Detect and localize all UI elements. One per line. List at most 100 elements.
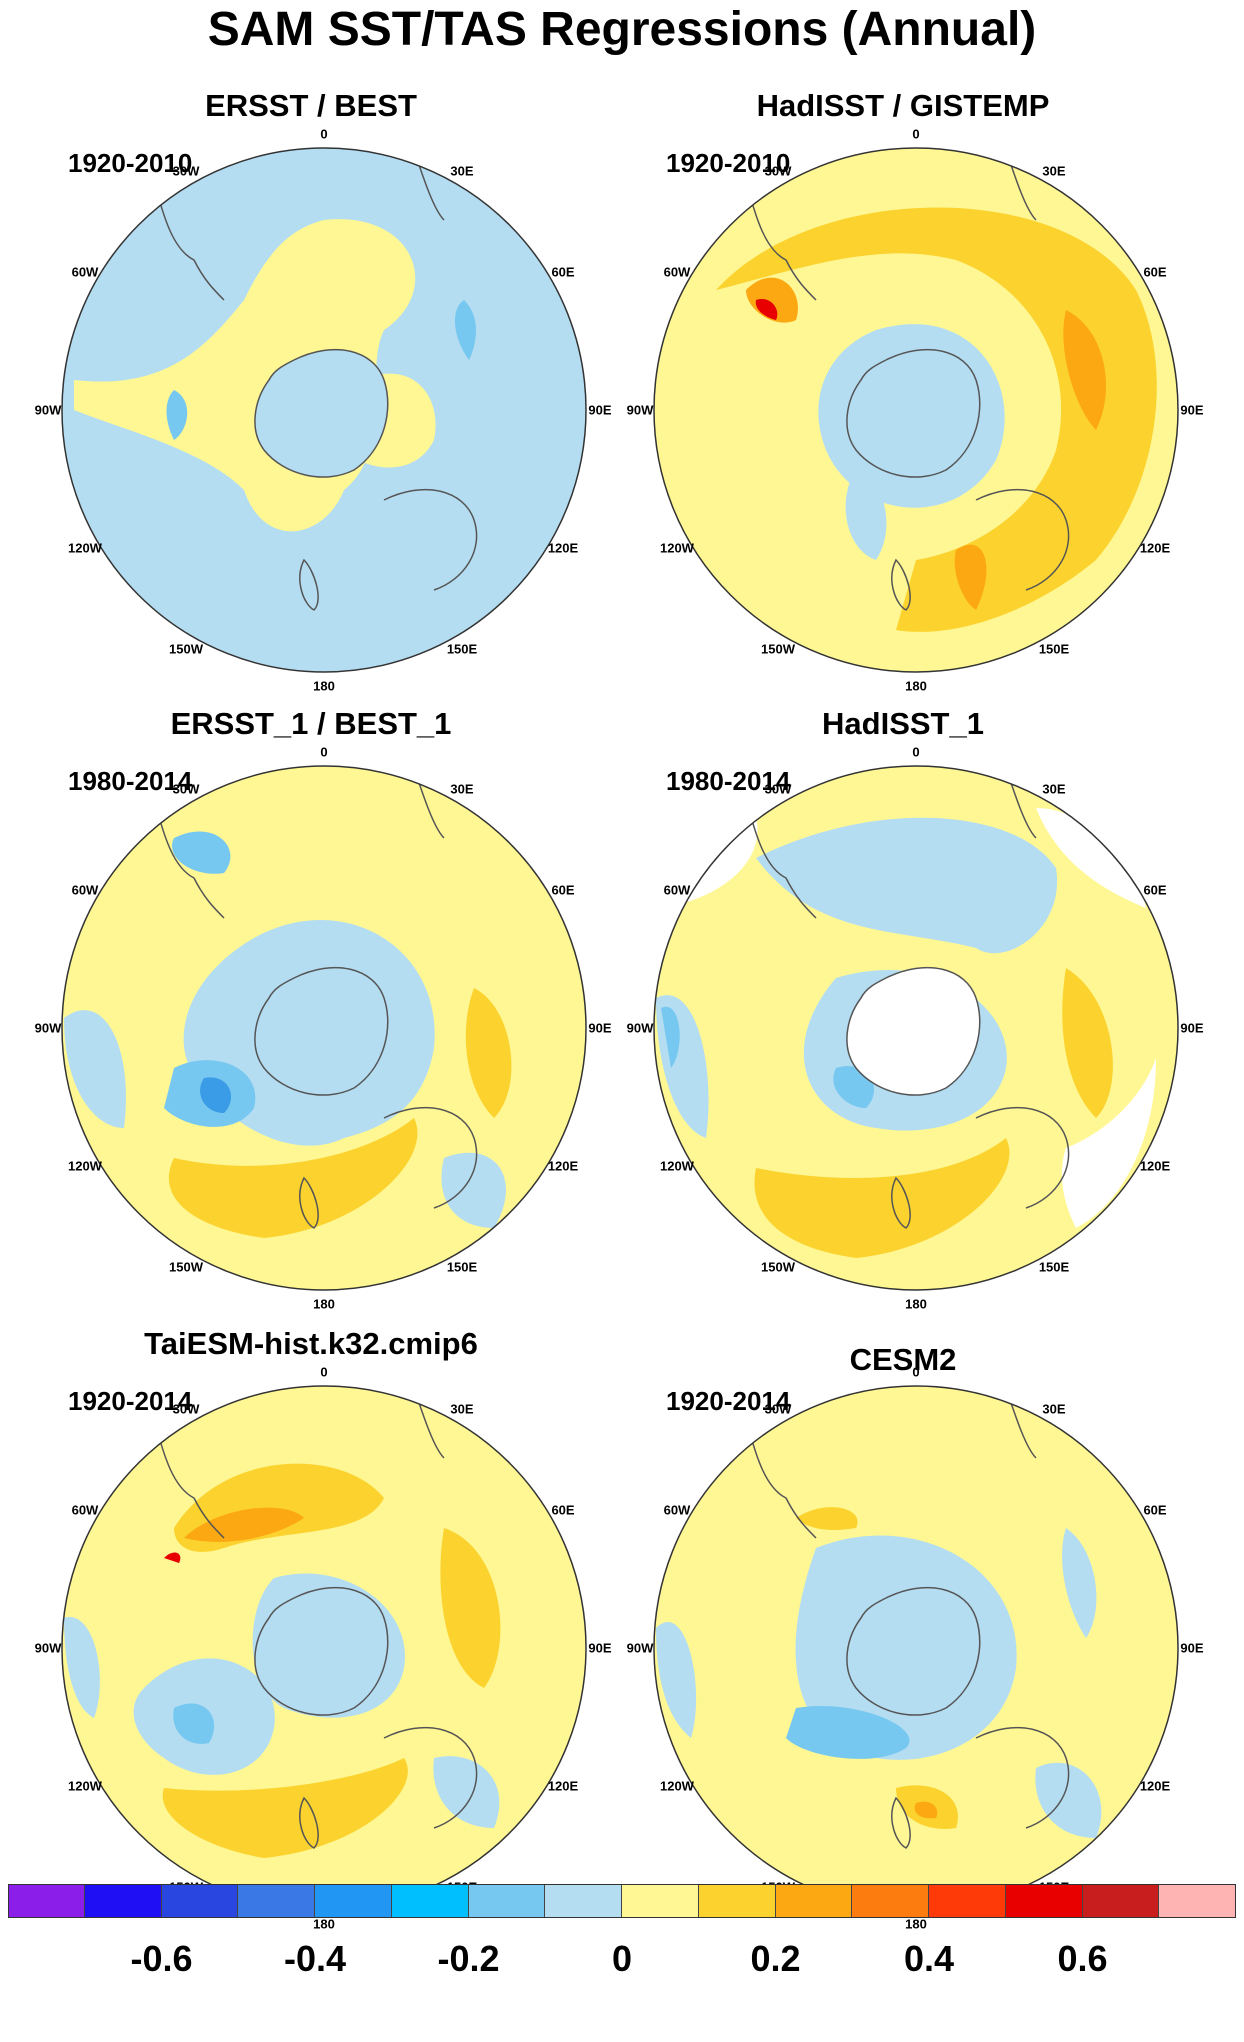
panel-period: 1920-2014 <box>68 1386 193 1416</box>
longitude-label: 90W <box>626 1640 654 1656</box>
longitude-label: 150E <box>446 1259 478 1275</box>
anomaly-region <box>173 1703 215 1744</box>
longitude-label: 120W <box>659 540 694 556</box>
coastline <box>975 1726 1070 1829</box>
anomaly-region <box>796 1507 858 1530</box>
longitude-label: 30W <box>764 163 792 179</box>
anomaly-region <box>162 1758 408 1858</box>
anomaly-region <box>661 1006 680 1068</box>
antarctica-coastline <box>254 966 389 1096</box>
longitude-label: 90W <box>626 402 654 418</box>
colorbar-box <box>852 1884 929 1918</box>
longitude-label: 90W <box>34 402 62 418</box>
longitude-label: 60W <box>71 264 99 280</box>
anomaly-region <box>454 300 476 360</box>
anomaly-region <box>845 470 887 560</box>
longitude-label: 60W <box>663 882 691 898</box>
longitude-label: 180 <box>313 1916 335 1932</box>
longitude-label: 0 <box>320 126 328 142</box>
anomaly-region <box>166 390 188 440</box>
colorbar-box <box>468 1884 546 1918</box>
coastline <box>153 179 225 301</box>
anomaly-region <box>440 1528 501 1688</box>
panel-period: 1920-2010 <box>68 148 193 178</box>
colorbar-tick-label: -0.6 <box>130 1938 193 1979</box>
longitude-label: 120E <box>547 1158 579 1174</box>
polar-map <box>61 1385 587 1911</box>
polar-map <box>653 147 1179 673</box>
colorbar-box <box>698 1884 776 1918</box>
colorbar-tick-label: 0.6 <box>1057 1938 1108 1979</box>
colorbar-tick-label: 0.2 <box>750 1938 801 1979</box>
longitude-label: 60W <box>71 1502 99 1518</box>
longitude-label: 60E <box>1143 882 1167 898</box>
colorbar-box <box>929 1884 1006 1918</box>
longitude-label: 30E <box>450 1401 474 1417</box>
coastline <box>745 1417 817 1539</box>
coastline <box>891 1176 911 1229</box>
anomaly-region <box>64 1010 126 1128</box>
map-panel: ERSST / BEST 1920-2010 0 30E 60E 90E 120E 150E 1… <box>0 88 622 708</box>
longitude-label: 0 <box>320 744 328 760</box>
longitude-label: 180 <box>313 1296 335 1312</box>
panel-title: HadISST_1 <box>822 706 984 741</box>
colorbar-box <box>775 1884 853 1918</box>
longitude-label: 120W <box>659 1158 694 1174</box>
coastline <box>299 1176 319 1229</box>
colorbar-box <box>391 1884 469 1918</box>
anomaly-region <box>1062 1528 1097 1638</box>
map-border <box>61 147 587 673</box>
coastline <box>153 797 225 919</box>
longitude-label: 180 <box>905 1296 927 1312</box>
anomaly-region <box>716 207 1157 632</box>
map-panel: HadISST / GISTEMP 1920-2010 0 30E 60E 90E 120E… <box>622 88 1244 708</box>
longitude-label: 90W <box>34 1640 62 1656</box>
coastline <box>891 1796 911 1849</box>
coastline <box>299 558 319 611</box>
longitude-label: 60W <box>663 264 691 280</box>
colorbar-tick-label: -0.2 <box>437 1938 500 1979</box>
longitude-label: 60E <box>1143 264 1167 280</box>
panel-title: CESM2 <box>849 1342 957 1377</box>
colorbar-box <box>622 1884 699 1918</box>
anomaly-region <box>786 1706 910 1759</box>
coastline <box>383 1106 478 1209</box>
polar-map <box>61 147 587 673</box>
longitude-label: 30E <box>1042 781 1066 797</box>
anomaly-region <box>1036 808 1146 908</box>
colorbar-box <box>1159 1884 1236 1918</box>
longitude-label: 60E <box>1143 1502 1167 1518</box>
longitude-label: 90E <box>588 1020 612 1036</box>
coastline <box>975 1106 1070 1209</box>
longitude-label: 120E <box>1139 1158 1171 1174</box>
longitude-label: 30W <box>764 1401 792 1417</box>
anomaly-region <box>954 544 987 610</box>
longitude-label: 150E <box>1038 1259 1070 1275</box>
longitude-label: 150E <box>1038 641 1070 657</box>
longitude-label: 0 <box>912 126 920 142</box>
longitude-label: 150E <box>446 641 478 657</box>
panel-title: HadISST / GISTEMP <box>756 88 1050 123</box>
panel-title: TaiESM-hist.k32.cmip6 <box>144 1326 478 1361</box>
colorbar-box <box>161 1884 239 1918</box>
anomaly-region <box>200 1077 232 1113</box>
antarctica-coastline <box>254 348 389 478</box>
colorbar <box>8 1884 1236 1920</box>
anomaly-region <box>465 988 512 1118</box>
antarctica-coastline <box>254 1586 389 1716</box>
coastline <box>299 1796 319 1849</box>
map-border <box>61 765 587 1291</box>
coastline <box>745 179 817 301</box>
longitude-label: 30E <box>1042 163 1066 179</box>
longitude-label: 150W <box>169 1259 203 1275</box>
longitude-label: 90E <box>1180 402 1204 418</box>
panel-title: ERSST / BEST <box>205 88 417 123</box>
anomaly-region <box>172 831 231 874</box>
longitude-label: 0 <box>912 744 920 760</box>
map-panel: CESM21920-2014030E60E90E120E150E180150W1… <box>622 1326 1244 1946</box>
colorbar-box <box>545 1884 622 1918</box>
colorbar-box <box>1082 1884 1160 1918</box>
longitude-label: 120W <box>659 1778 694 1794</box>
anomaly-region <box>754 1138 1010 1258</box>
longitude-label: 90E <box>588 1640 612 1656</box>
